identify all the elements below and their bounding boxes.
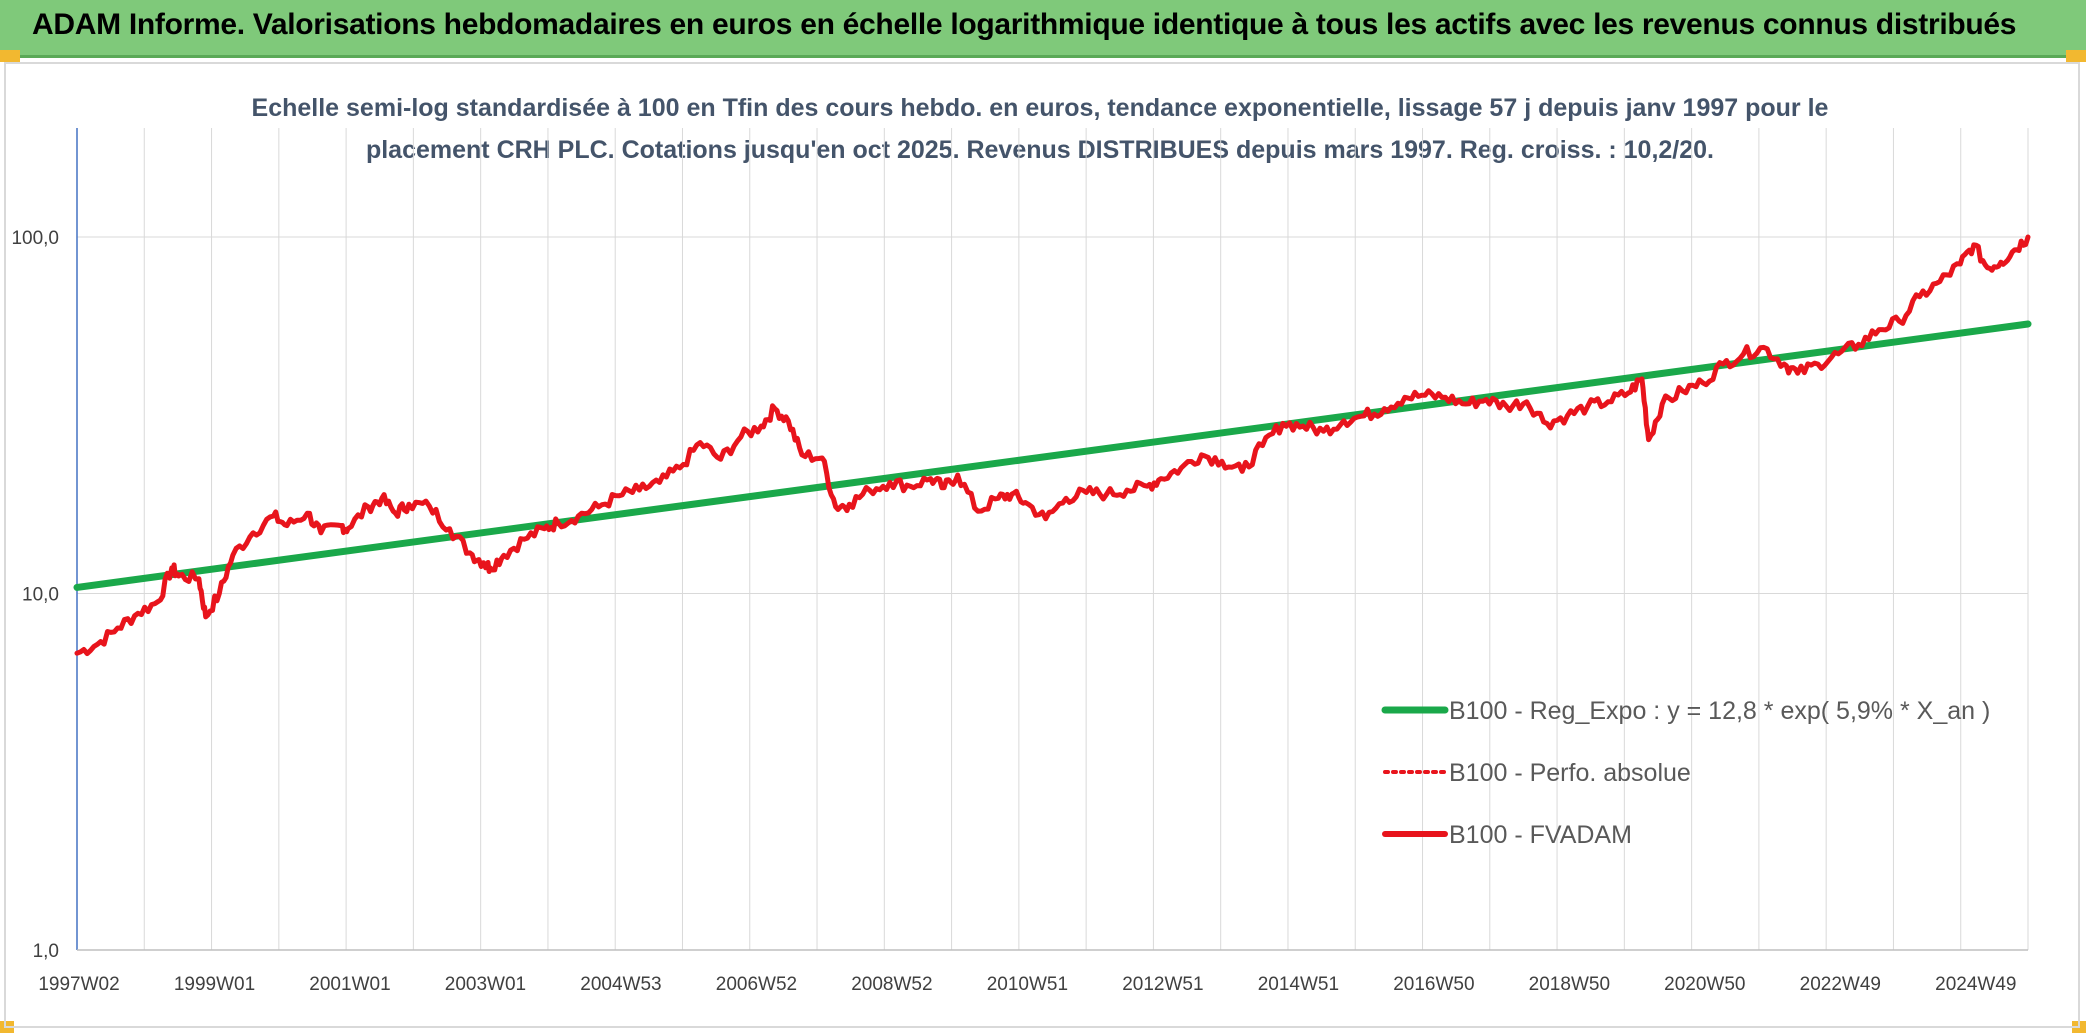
- grid: [77, 128, 2029, 951]
- x-tick-label: 2016W50: [1393, 974, 1474, 995]
- chart-frame: [4, 62, 2080, 1028]
- x-tick-label: 2006W52: [716, 974, 797, 995]
- x-tick-label: 2001W01: [309, 974, 390, 995]
- x-tick-label: 2008W52: [851, 974, 932, 995]
- chart-subtitle-line-2: placement CRH PLC. Cotations jusqu'en oc…: [366, 136, 1714, 164]
- corner-accent-left: [0, 50, 20, 62]
- legend-label: B100 - FVADAM: [1449, 821, 1632, 849]
- y-tick-label: 10,0: [22, 585, 59, 606]
- x-tick-label: 1997W02: [38, 974, 119, 995]
- x-tick-label: 2018W50: [1529, 974, 1610, 995]
- corner-accent-right: [2066, 50, 2086, 62]
- x-tick-label: 2014W51: [1258, 974, 1339, 995]
- page-title: ADAM Informe. Valorisations hebdomadaire…: [32, 8, 2017, 41]
- legend-label: B100 - Reg_Expo : y = 12,8 * exp( 5,9% *…: [1449, 697, 1990, 725]
- series-line-fvadam: [74, 234, 2031, 657]
- x-tick-label: 2022W49: [1800, 974, 1881, 995]
- x-tick-label: 2004W53: [580, 974, 661, 995]
- y-tick-label: 1,0: [33, 941, 59, 962]
- x-tick-label: 2010W51: [987, 974, 1068, 995]
- axes: 1,0 10,0 100,0 1997W02 1999W01 2001W01 2003W01…: [11, 128, 2028, 995]
- x-tick-label: 1999W01: [174, 974, 255, 995]
- x-tick-label: 2012W51: [1122, 974, 1203, 995]
- x-tick-label: 2020W50: [1664, 974, 1745, 995]
- x-tick-label: 2003W01: [445, 974, 526, 995]
- legend-label: B100 - Perfo. absolue: [1449, 759, 1691, 787]
- legend: B100 - Reg_Expo : y = 12,8 * exp( 5,9% *…: [1381, 697, 1990, 849]
- series: [73, 234, 2032, 657]
- chart-subtitle-line-1: Echelle semi-log standardisée à 100 en T…: [252, 94, 1829, 122]
- x-tick-label: 2024W49: [1935, 974, 2016, 995]
- y-tick-label: 100,0: [11, 228, 59, 249]
- series-line-reg-expo: [73, 320, 2032, 591]
- header-banner: ADAM Informe. Valorisations hebdomadaire…: [0, 0, 2086, 58]
